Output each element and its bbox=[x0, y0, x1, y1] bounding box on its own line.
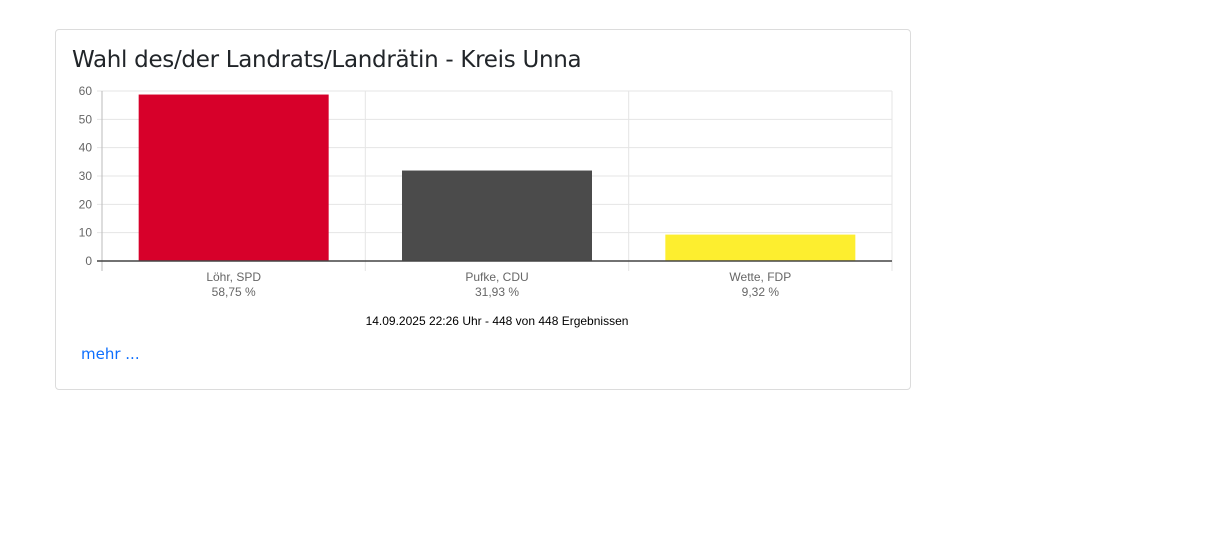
value-label: 31,93 % bbox=[475, 285, 519, 299]
y-tick-label: 30 bbox=[79, 169, 93, 183]
category-label: Pufke, CDU bbox=[465, 270, 528, 284]
value-label: 9,32 % bbox=[742, 285, 780, 299]
y-tick-label: 40 bbox=[79, 141, 93, 155]
bar-2 bbox=[665, 234, 856, 261]
card-title: Wahl des/der Landrats/Landrätin - Kreis … bbox=[72, 47, 582, 73]
y-tick-label: 60 bbox=[79, 84, 93, 98]
category-label: Löhr, SPD bbox=[206, 270, 261, 284]
y-tick-label: 0 bbox=[85, 254, 92, 268]
y-tick-label: 20 bbox=[79, 197, 93, 211]
y-tick-label: 50 bbox=[79, 112, 93, 126]
more-link[interactable]: mehr ... bbox=[81, 345, 140, 363]
election-card: Wahl des/der Landrats/Landrätin - Kreis … bbox=[55, 29, 911, 390]
chart-footer: 14.09.2025 22:26 Uhr - 448 von 448 Ergeb… bbox=[366, 314, 629, 328]
value-label: 58,75 % bbox=[212, 285, 256, 299]
bar-1 bbox=[402, 170, 592, 261]
category-label: Wette, FDP bbox=[729, 270, 791, 284]
bar-0 bbox=[138, 94, 329, 262]
y-tick-label: 10 bbox=[79, 226, 93, 240]
